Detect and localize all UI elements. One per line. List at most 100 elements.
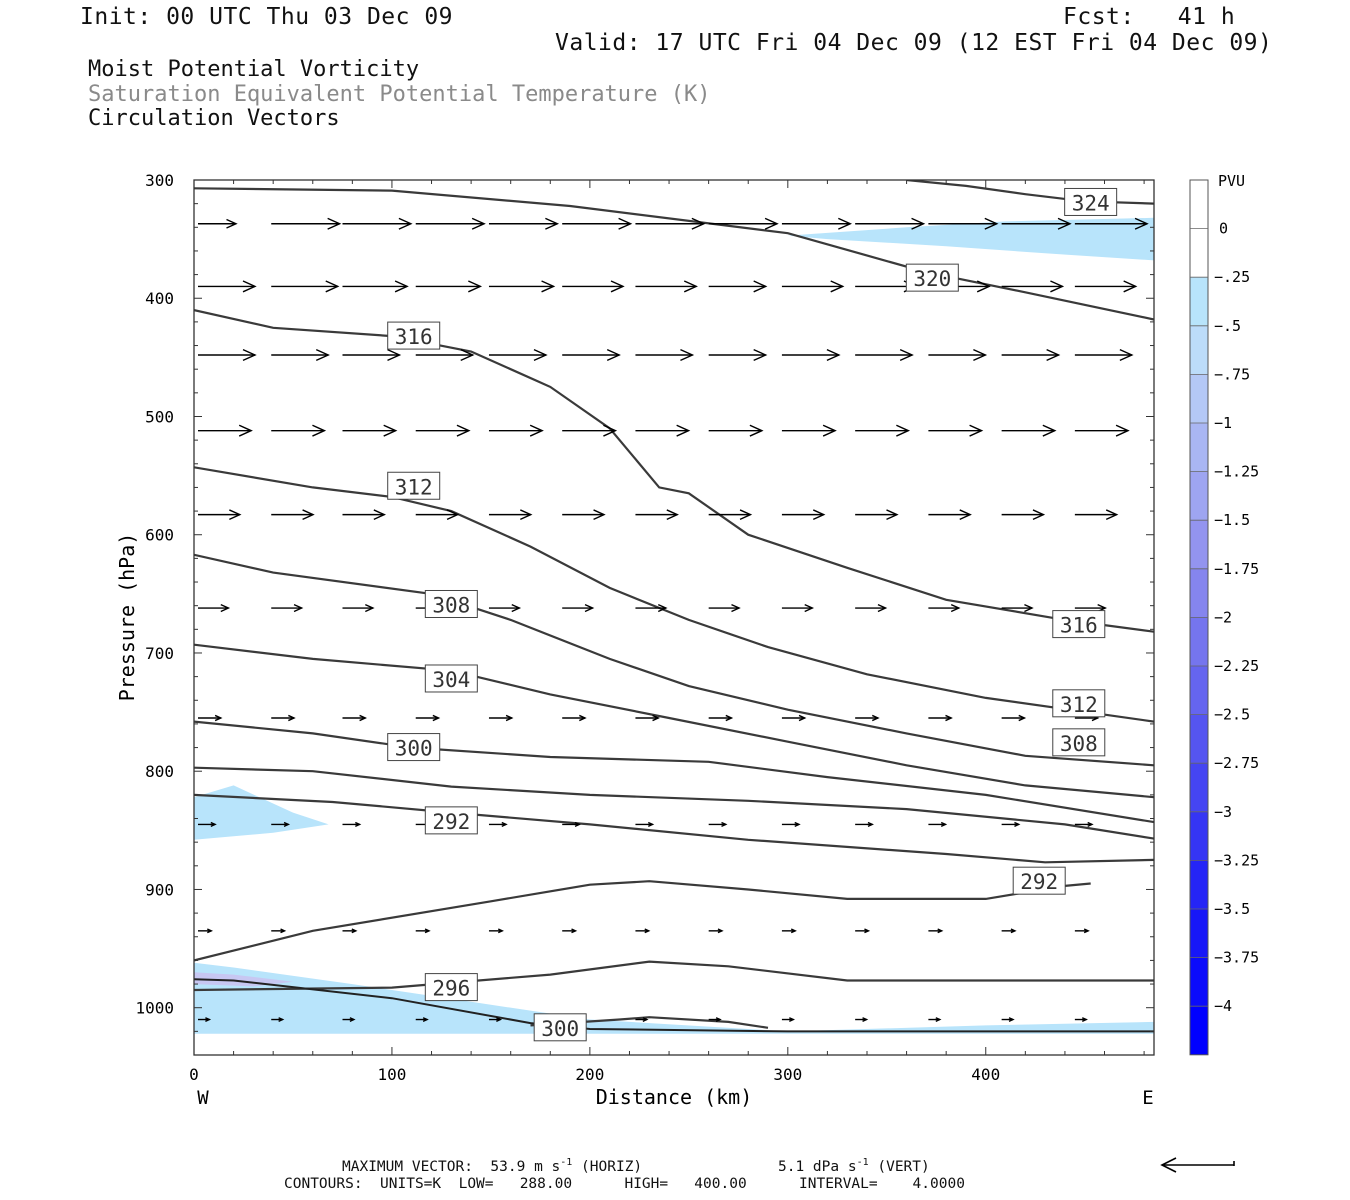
vector-3-9 [855,424,911,437]
vector-head [753,280,768,293]
pv-region-2 [194,962,1154,1034]
contour-label-292: 292 [1020,870,1058,894]
vector-0-10 [928,217,999,230]
colorbar-label: −.75 [1214,365,1250,383]
vector-head [717,928,724,934]
contour-312-4 [194,466,1154,723]
vector-head [739,509,753,520]
pv-region-1 [194,785,329,840]
vector-3-12 [1074,424,1130,437]
x-tick-label: 300 [773,1065,802,1084]
vector-0-11 [1001,217,1072,230]
contour-label-box-14 [533,1013,587,1042]
vector-7-5 [562,821,582,827]
west-label: W [197,1087,209,1109]
contour-300-14 [530,1016,769,1029]
vector-head [790,928,797,934]
vector-head [593,509,606,520]
vector-head [545,217,560,230]
vector-head [238,424,253,437]
colorbar-cell-11 [1190,763,1208,812]
vector-head [1105,509,1119,520]
vector-9-10 [928,1017,942,1022]
vector-4-11 [1001,509,1046,520]
vector-head [460,348,475,362]
colorbar-cell-0 [1190,228,1208,278]
vector-8-6 [635,928,651,934]
vector-0-7 [708,217,779,230]
vector-head [691,217,706,230]
vector-head [501,821,508,827]
max-vector-row: MAXIMUM VECTOR: 53.9 m s-1 (HORIZ) [342,1157,642,1175]
vector-1-3 [415,280,483,293]
vector-head [1057,217,1072,230]
vector-head [312,424,327,437]
colorbar-cell-top [1190,180,1208,229]
vector-0-8 [781,217,853,230]
vector-head [214,714,223,722]
horiz-tag: (HORIZ) [581,1158,643,1175]
vector-3-0 [198,424,253,437]
vector-head [721,821,728,827]
vector-1-8 [781,280,845,293]
contour-label-320: 320 [913,267,951,291]
vector-head [584,603,595,613]
vector-head [242,280,257,293]
vector-head [1119,348,1134,362]
max-vector-vert: 5.1 dPa s [778,1158,857,1175]
contour-label-300: 300 [395,737,433,761]
vector-head [976,280,991,293]
vector-2-10 [928,348,988,362]
pv-shading [194,217,1154,1034]
vector-head [1123,280,1138,293]
vector-head [1115,424,1130,437]
contour-320-1 [194,187,1154,321]
vector-8-9 [855,928,871,934]
vector-4-0 [198,509,242,520]
vector-head [657,603,668,613]
y-tick-label: 1000 [135,999,174,1018]
vector-head [642,1017,649,1022]
vector-head [496,1017,503,1022]
vector-2-5 [562,348,621,362]
vector-2-1 [271,348,330,362]
field-title-vectors: Circulation Vectors [88,106,340,131]
vector-7-0 [198,821,217,827]
vector-5-5 [562,603,595,613]
vert-tag: (VERT) [877,1158,930,1175]
vector-9-9 [855,1017,869,1022]
vector-head [349,1017,356,1022]
vector-1-12 [1074,280,1138,293]
vector-head [1032,509,1046,520]
vector-head [715,1017,722,1022]
contour-292-11 [194,793,1154,864]
contour-label-292: 292 [432,810,470,834]
vector-head [365,603,375,613]
vector-head [789,1017,796,1022]
colorbar-label: −2.5 [1214,706,1250,724]
vector-head [725,714,734,722]
vector-0-3 [415,217,486,230]
colorbar-label: −1.25 [1214,463,1259,481]
vector-head [574,821,582,827]
y-tick-label: 400 [145,289,174,308]
vector-head [911,217,926,230]
colorbar-label: −2 [1214,608,1232,626]
valid-time: Valid: 17 UTC Fri 04 Dec 09 (12 EST Fri … [555,30,1273,56]
vector-8-12 [1074,928,1090,934]
vector-2-12 [1074,348,1134,362]
vector-6-8 [781,714,807,722]
vector-head [398,217,413,230]
colorbar-label: −3.25 [1214,851,1259,869]
vector-head [950,603,961,613]
vector-4-8 [781,509,826,520]
vector-head [456,424,471,437]
y-tick-label: 900 [145,880,174,899]
max-vector-label: MAXIMUM VECTOR: [342,1158,473,1175]
contour-label-308: 308 [1060,732,1098,756]
vector-4-12 [1074,509,1119,520]
vector-head [618,217,633,230]
vector-3-11 [1001,424,1057,437]
ground-line [194,978,1154,1033]
y-tick-label: 300 [145,171,174,190]
